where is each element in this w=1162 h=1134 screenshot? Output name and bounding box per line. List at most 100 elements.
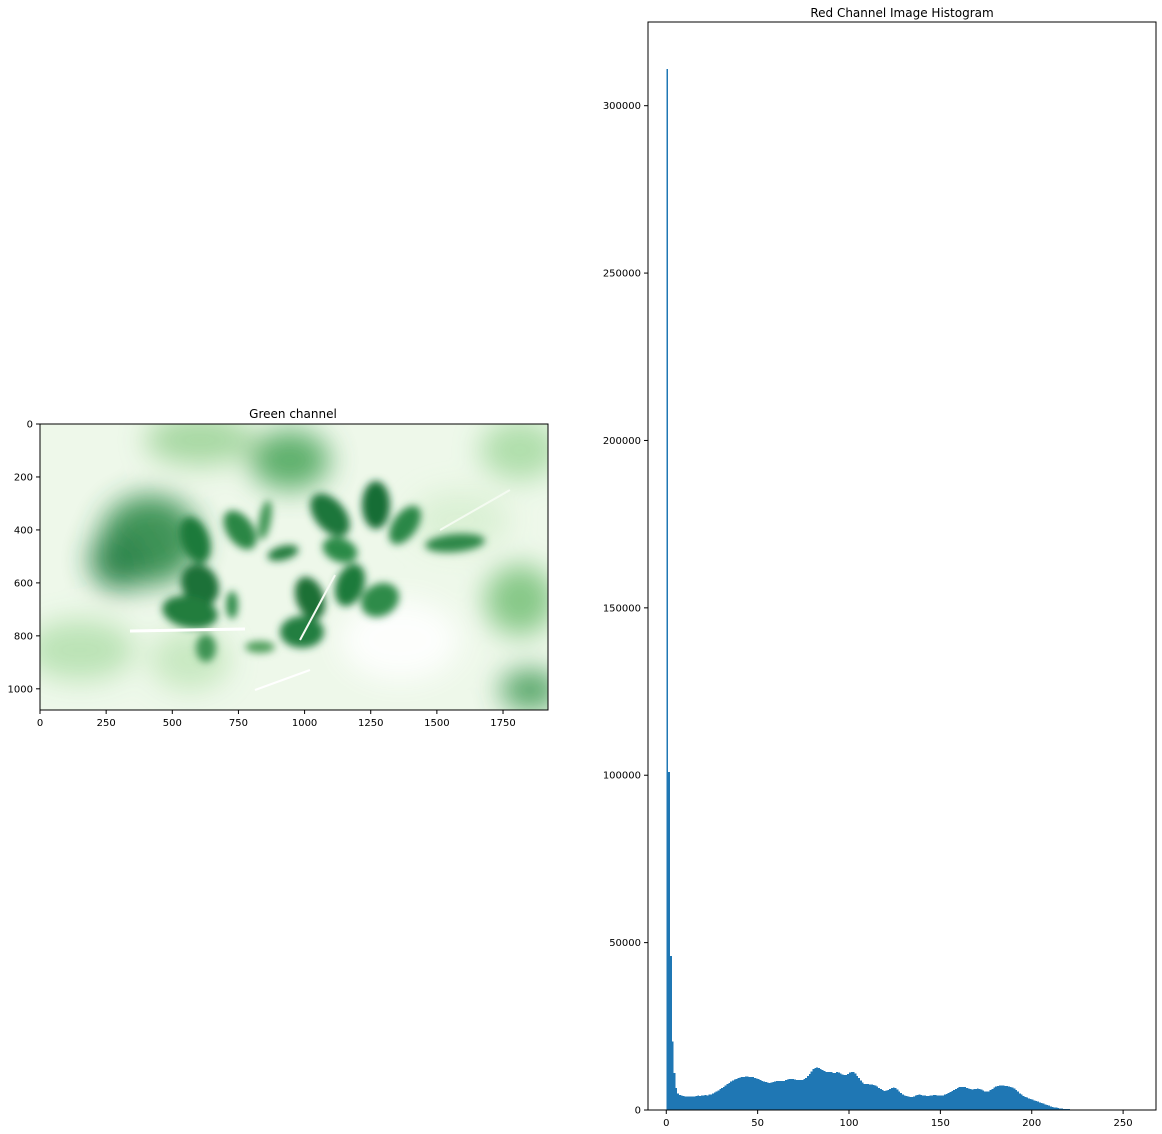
histogram-bar [997, 1085, 999, 1110]
histogram-bar [1046, 1104, 1049, 1110]
image-x-axis: 0 250 500 750 1000 1250 1500 1750 [37, 710, 516, 729]
histogram-bar [1033, 1100, 1036, 1110]
histogram-y-tick-label: 250000 [603, 269, 641, 280]
histogram-x-tick-label: 0 [663, 1118, 669, 1129]
histogram-bar [898, 1091, 901, 1110]
histogram-bar [739, 1077, 742, 1110]
histogram-bar [801, 1079, 804, 1110]
histogram-bar [947, 1092, 950, 1110]
histogram-bar [936, 1095, 939, 1110]
image-y-tick-label: 600 [14, 578, 33, 589]
image-x-tick-label: 750 [229, 718, 248, 729]
histogram-bar [797, 1080, 800, 1110]
histogram-bar [821, 1070, 824, 1110]
histogram-bar [803, 1079, 806, 1110]
histogram-y-tick-label: 200000 [603, 436, 641, 447]
histogram-bar [861, 1082, 864, 1110]
histogram-bar [1000, 1085, 1003, 1110]
histogram-bar [1009, 1086, 1012, 1110]
histogram-bar [971, 1089, 974, 1110]
histogram-bar [859, 1080, 862, 1110]
histogram-bar [808, 1073, 811, 1110]
histogram-bar [668, 771, 670, 1110]
histogram-bar [896, 1089, 899, 1110]
histogram-bar [991, 1088, 994, 1110]
histogram-y-tick-label: 100000 [603, 771, 641, 782]
histogram-bar [823, 1071, 826, 1110]
histogram-bar [998, 1085, 1001, 1110]
histogram-bar [960, 1086, 963, 1110]
histogram-bar [987, 1091, 990, 1110]
histogram-bar [677, 1093, 680, 1110]
histogram-bar [949, 1091, 952, 1110]
histogram-bar [710, 1094, 712, 1110]
histogram-bar [929, 1095, 932, 1110]
histogram-bar [993, 1087, 996, 1110]
histogram-bar [816, 1067, 818, 1110]
image-panel: Green channel [8, 407, 549, 729]
histogram-bar [841, 1074, 844, 1110]
histogram-bar [874, 1085, 877, 1110]
image-y-tick-label: 200 [14, 472, 33, 483]
histogram-bar [1007, 1086, 1010, 1110]
histogram-bar [869, 1084, 871, 1110]
histogram-bar [743, 1076, 745, 1110]
histogram-bar [741, 1077, 744, 1110]
histogram-y-tick-label: 50000 [609, 938, 641, 949]
histogram-bar [940, 1095, 943, 1110]
histogram-bar [1029, 1098, 1032, 1110]
histogram-bar [737, 1078, 740, 1110]
histogram-bar [805, 1078, 807, 1110]
histogram-bar [867, 1084, 870, 1110]
image-panel-title: Green channel [249, 407, 337, 421]
histogram-bar [1062, 1108, 1065, 1110]
histogram-bar [850, 1071, 853, 1110]
histogram-bar [863, 1083, 866, 1110]
histogram-bar [1040, 1102, 1043, 1110]
histogram-bar [907, 1096, 910, 1110]
histogram-bar [704, 1094, 707, 1110]
histogram-bar [825, 1071, 828, 1110]
histogram-bar [978, 1088, 981, 1110]
histogram-x-tick-label: 50 [751, 1118, 764, 1129]
histogram-bar [715, 1091, 718, 1110]
histogram-x-axis: 0 50 100 150 200 250 [663, 1110, 1133, 1129]
histogram-bar [982, 1090, 985, 1110]
histogram-bar [995, 1086, 998, 1110]
histogram-bar [713, 1092, 716, 1110]
histogram-bar [814, 1067, 817, 1110]
histogram-bar [909, 1096, 912, 1110]
histogram-bar [858, 1078, 860, 1110]
histogram-bar [852, 1072, 855, 1110]
histogram-bar [1064, 1108, 1067, 1110]
histogram-bar [680, 1095, 683, 1110]
histogram-bar [956, 1087, 959, 1110]
histogram-bar [774, 1081, 776, 1110]
histogram-bar [1050, 1106, 1052, 1110]
image-x-tick-label: 1750 [490, 718, 515, 729]
image-x-tick-label: 250 [97, 718, 116, 729]
histogram-bar [1028, 1098, 1030, 1110]
histogram-bar [986, 1091, 988, 1110]
histogram-bar [733, 1079, 736, 1110]
histogram-bar [792, 1079, 795, 1110]
histogram-bar [1017, 1091, 1019, 1110]
histogram-bar [856, 1075, 859, 1110]
histogram-bar [772, 1082, 775, 1110]
histogram-bar [706, 1095, 709, 1110]
histogram-bar [775, 1081, 778, 1110]
histogram-bar [697, 1095, 700, 1110]
histogram-bar [1013, 1088, 1016, 1110]
histogram-bar [1051, 1106, 1054, 1110]
histogram-bar [934, 1094, 937, 1110]
histogram-bar [876, 1086, 879, 1110]
green-channel-image [40, 424, 548, 710]
histogram-bar [922, 1095, 924, 1110]
histogram-bar [746, 1076, 749, 1110]
histogram-bar [885, 1090, 888, 1110]
histogram-bar [927, 1095, 930, 1110]
image-y-axis: 0 200 400 600 800 1000 [8, 420, 40, 695]
histogram-x-tick-label: 200 [1022, 1118, 1041, 1129]
histogram-bar [1004, 1085, 1007, 1110]
histogram-bar [989, 1090, 992, 1110]
